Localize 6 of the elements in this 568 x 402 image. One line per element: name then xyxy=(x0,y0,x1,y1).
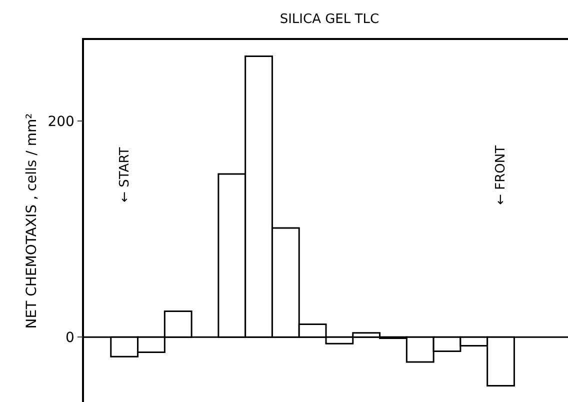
y-axis-title: NET CHEMOTAXIS , cells / mm² xyxy=(24,113,40,329)
y-tick-label: 0 xyxy=(66,330,74,346)
y-tick-label: 200 xyxy=(48,114,74,130)
annotation: ← START xyxy=(117,147,132,202)
annotation: ← FRONT xyxy=(494,145,509,205)
chart-title: SILICA GEL TLC xyxy=(280,12,380,28)
